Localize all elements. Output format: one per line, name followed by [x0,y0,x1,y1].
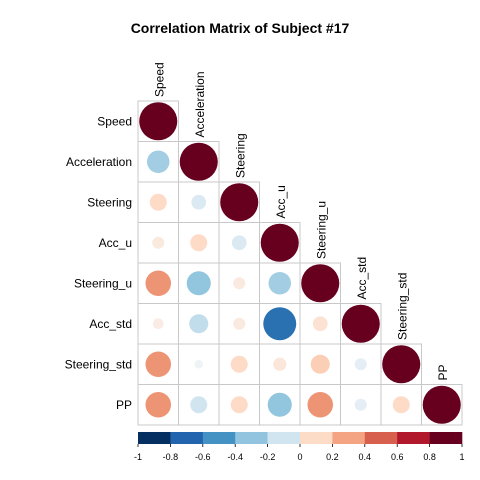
column-label: Steering [233,133,247,178]
colorbar-segment [429,432,463,444]
correlation-circle [190,234,208,252]
correlation-circle [301,264,340,303]
correlation-circle [233,317,246,330]
correlation-circle [145,270,172,297]
correlation-circle [220,183,259,222]
colorbar-segment [397,432,430,444]
correlation-circle [263,307,297,341]
circle-layer [139,102,461,424]
correlation-circle [145,351,172,378]
correlation-circle [146,150,170,174]
row-label: PP [116,398,132,412]
correlation-circle [152,318,164,330]
colorbar-tick-label: 1 [459,452,464,462]
row-label: Acc_u [99,236,132,250]
colorbar-tick-label: -1 [134,452,142,462]
row-label: Acceleration [66,155,132,169]
row-label: Steering [87,195,132,209]
correlation-circle [382,345,421,384]
correlation-circle [194,359,204,369]
colorbar-segment [202,432,236,444]
correlation-circle [312,316,328,332]
colorbar-segment [267,432,301,444]
correlation-circle [230,396,248,414]
column-label: PP [436,364,450,380]
column-label: Steering_u [314,201,328,259]
correlation-circle [189,314,209,334]
colorbar-segment [235,432,268,444]
colorbar-tick-label: 0.4 [359,452,372,462]
correlation-circle [190,396,208,414]
chart-title: Correlation Matrix of Subject #17 [130,20,350,36]
correlation-circle [186,271,211,296]
colorbar-segment [364,432,398,444]
colorbar-tick-label: 0 [297,452,302,462]
column-label: Speed [152,62,166,97]
colorbar-segment [332,432,366,444]
colorbar-tick-label: -0.6 [195,452,211,462]
correlation-circle [307,391,334,418]
column-label: Steering_std [395,273,409,340]
correlation-circle [422,385,461,424]
colorbar-tick-label: -0.4 [227,452,243,462]
colorbar-tick-label: -0.2 [260,452,276,462]
colorbar-segment [170,432,204,444]
row-label: Steering_u [74,276,132,290]
correlation-circle [310,354,330,374]
row-labels: Speed Acceleration Steering Acc_u Steering_u… [65,114,132,412]
colorbar: -1 -0.8 -0.6 -0.4 -0.2 0 0.2 0.4 0.6 0.8 1 [134,432,465,462]
correlation-circle [267,392,292,417]
column-label: Acc_u [274,185,288,218]
correlation-circle [354,398,367,411]
correlation-circle [268,271,292,295]
correlation-circle [354,358,367,371]
row-label: Steering_std [65,357,132,371]
correlation-circle [152,236,165,249]
grid-layer [137,100,463,426]
correlation-circle [392,396,410,414]
correlation-circle [145,391,172,418]
correlation-circle [233,277,246,290]
correlation-circle [191,194,207,210]
grid-cell [421,384,463,426]
colorbar-segment [138,432,171,444]
row-label: Acc_std [89,317,132,331]
correlation-circle [273,357,287,371]
colorbar-tick-label: 0.2 [326,452,339,462]
correlation-circle [231,235,247,251]
row-label: Speed [97,114,132,128]
correlation-circle [341,304,380,343]
colorbar-tick-label: 0.6 [391,452,404,462]
correlation-circle [230,355,248,373]
column-label: Acc_std [355,257,369,300]
column-labels: Speed Acceleration Steering Acc_u Steering_u… [152,62,450,380]
colorbar-tick-label: 0.8 [423,452,436,462]
correlation-circle [139,102,178,141]
colorbar-segment [300,432,333,444]
column-label: Acceleration [193,71,207,137]
correlation-circle [149,193,167,211]
colorbar-tick-label: -0.8 [163,452,179,462]
correlation-circle [179,142,218,181]
correlation-circle [260,223,299,262]
